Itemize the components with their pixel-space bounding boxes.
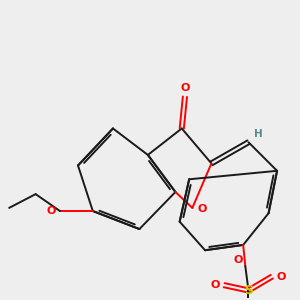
Text: O: O bbox=[276, 272, 286, 282]
Text: O: O bbox=[198, 204, 207, 214]
Text: O: O bbox=[234, 255, 243, 265]
Text: O: O bbox=[180, 83, 190, 93]
Text: O: O bbox=[210, 280, 220, 290]
Text: O: O bbox=[46, 206, 56, 216]
Text: S: S bbox=[244, 284, 253, 297]
Text: H: H bbox=[254, 129, 262, 139]
